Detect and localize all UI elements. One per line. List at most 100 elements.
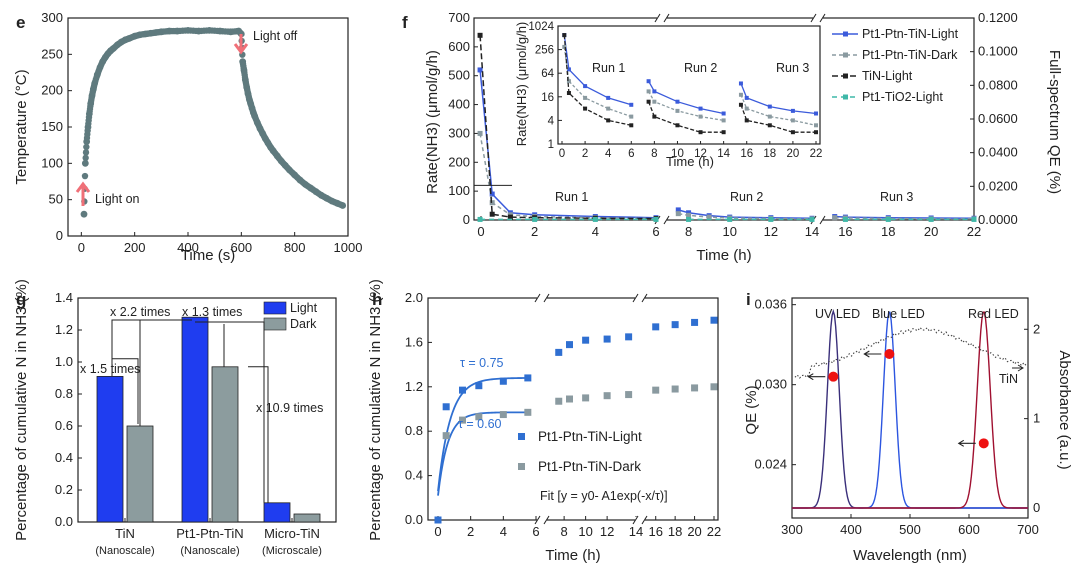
f-inset-line: [563, 35, 632, 126]
h-fit-curve: [437, 411, 530, 496]
g-ytick-label: 1.4: [55, 290, 73, 305]
h-axis-break: [635, 517, 645, 523]
f-inset-line: [648, 80, 724, 115]
g-ytick-label: 0.2: [55, 482, 73, 497]
panel-h-ylabel: Percentage of cumulative N in NH3 (%): [367, 279, 384, 541]
f-inset-point: [629, 123, 634, 128]
f-inset-xtick-label: 22: [810, 148, 823, 160]
h-ytick-label: 0.8: [405, 423, 423, 438]
f-axis-break: [813, 217, 823, 223]
e-ytick-label: 100: [41, 155, 63, 170]
f-inset-line: [740, 104, 816, 133]
f-inset-point: [738, 81, 743, 86]
e-data-point: [82, 149, 90, 156]
f-inset-line: [647, 101, 724, 133]
f-xtick-label: 4: [592, 224, 599, 239]
h-data-point: [582, 394, 590, 402]
e-data-point: [84, 127, 91, 134]
f-inset-point: [646, 89, 651, 94]
h-tau-dark: τ = 0.60: [458, 417, 502, 431]
e-ytick-label: 50: [49, 192, 63, 207]
f-data-point: [842, 216, 848, 222]
i-xtick-label: 700: [1017, 522, 1039, 537]
f-data-point: [675, 207, 681, 213]
f-inset-point: [675, 108, 680, 113]
panel-f-ylabel: Rate(NH3) (μmol/g/h): [424, 50, 441, 194]
h-data-point: [691, 318, 699, 326]
f-inset-ytick-label: 4: [548, 115, 555, 127]
e-ytick-label: 150: [41, 119, 63, 134]
f-inset-point: [566, 91, 571, 96]
f-break-mark: [654, 13, 661, 23]
f-y2tick-label: 0.0200: [978, 178, 1018, 193]
f-inset-ytick-label: 16: [541, 92, 554, 104]
h-data-point: [710, 316, 718, 324]
f-xtick-label: 8: [685, 224, 692, 239]
i-axis-pointer-arrow-icon: [807, 373, 826, 381]
f-inset-point: [562, 33, 567, 38]
h-ytick-label: 0.0: [405, 512, 423, 527]
f-inset-xtick-label: 18: [763, 148, 776, 160]
i-led-spectrum: [792, 311, 1028, 509]
f-inset-point: [583, 106, 588, 111]
e-ytick-label: 250: [41, 46, 63, 61]
f-inset-xtick-label: 14: [717, 148, 730, 160]
h-break-mark: [543, 293, 550, 303]
h-legend-label: Pt1-Ptn-TiN-Dark: [538, 459, 641, 474]
f-inset-xtick-label: 16: [740, 148, 753, 160]
e-data-point: [214, 27, 221, 35]
g-subcategory-label: (Nanoscale): [95, 545, 154, 557]
g-category-label: Pt1-Ptn-TiN: [176, 526, 243, 541]
h-data-point: [710, 383, 718, 391]
h-xtick-label: 10: [578, 524, 592, 539]
i-ytick-label: 0.030: [754, 377, 787, 392]
f-inset-point: [646, 99, 651, 104]
h-fit-label: Fit [y = y0- A1exp(-x/τ)]: [540, 489, 668, 503]
e-ytick-label: 0: [56, 228, 63, 243]
f-inset-line: [740, 83, 817, 115]
f-inset-point: [606, 106, 611, 111]
f-run1-label: Run 1: [555, 190, 588, 204]
f-inset-ytick-label: 256: [535, 45, 554, 57]
e-data-point: [80, 210, 88, 218]
f-inset-point: [652, 99, 657, 104]
panel-label-f: f: [402, 13, 408, 32]
h-xtick-label: 20: [687, 524, 701, 539]
e-data-point: [81, 172, 89, 180]
f-data-point: [477, 67, 483, 73]
f-inset-point: [566, 79, 571, 84]
light-on-label: Light on: [95, 192, 140, 206]
i-tin-arrow-icon: [1012, 364, 1024, 372]
i-tin-label: TiN: [999, 372, 1018, 386]
g-legend-swatch: [263, 301, 287, 315]
f-break-mark: [663, 13, 670, 23]
g-ytick-label: 0.8: [55, 386, 73, 401]
f-inset-point: [738, 92, 743, 97]
g-bar: [181, 316, 209, 523]
h-data-point: [555, 348, 563, 356]
g-bar: [96, 375, 124, 523]
f-xtick-label: 14: [805, 224, 819, 239]
f-xtick-label: 0: [477, 224, 484, 239]
g-ann-1p5: x 1.5 times: [80, 362, 140, 376]
h-axis-break: [635, 295, 645, 301]
f-inset-point: [583, 84, 588, 89]
panel-e-xlabel: Time (s): [181, 247, 235, 264]
i-red-led-label: Red LED: [968, 307, 1019, 321]
panel-label-e: e: [16, 13, 25, 32]
f-series-line: [834, 215, 975, 220]
h-data-point: [625, 333, 633, 341]
f-data-point: [686, 212, 692, 218]
f-data-point: [675, 211, 681, 217]
e-xtick-label: 0: [78, 240, 85, 255]
h-data-point: [691, 384, 699, 392]
f-y2tick-label: 0.0800: [978, 77, 1018, 92]
f-data-point: [832, 215, 838, 221]
f-inset-point: [629, 102, 634, 107]
f-inset-point: [814, 123, 818, 128]
g-legend-label: Light: [290, 301, 318, 315]
g-bar: [263, 502, 291, 523]
i-axis-pointer-arrow-icon: [957, 439, 976, 447]
f-data-point: [507, 214, 513, 220]
i-axis-pointer-arrow-icon: [863, 350, 882, 358]
